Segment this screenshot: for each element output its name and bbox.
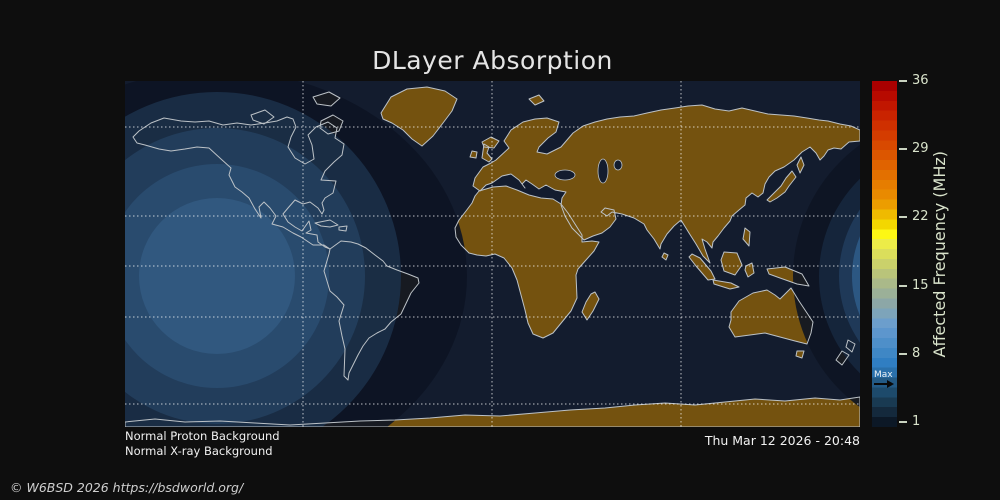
island-victoria-coastline [250, 109, 275, 125]
sea-caspian [597, 158, 609, 184]
map-canvas [125, 81, 860, 427]
tick-label: 36 [912, 73, 929, 89]
island-greenland-coastline [380, 86, 458, 147]
island-madagascar-coastline [581, 291, 600, 321]
island-greenland [381, 87, 457, 146]
continent-africa-coastline [454, 185, 600, 339]
page-title: DLayer Absorption [372, 46, 613, 75]
continent-antarctica [125, 397, 860, 427]
colorbar-ticks: 36 29 22 15 8 1 [872, 73, 932, 430]
island-borneo [721, 252, 742, 275]
absorption-contour [839, 209, 860, 343]
graticule-gridlines [125, 81, 860, 427]
continent-africa [455, 186, 599, 338]
island-ireland-coastline [469, 150, 478, 159]
island-sumatra [689, 254, 715, 280]
island-japan-coastline [766, 170, 797, 203]
island-madagascar [582, 292, 599, 320]
absorption-rings-wrapped [793, 144, 860, 408]
tick-dash [899, 80, 907, 82]
tick-label: 8 [912, 345, 921, 361]
copyright-notice: © W6BSD 2026 https://bsdworld.org/ [10, 480, 244, 495]
island-new-zealand-north-coastline [845, 339, 856, 353]
continent-antarctica-coastline [125, 396, 860, 427]
sea-aral [613, 159, 623, 171]
island-baffin-coastline [319, 114, 344, 135]
island-hispaniola-coastline [338, 225, 348, 232]
island-japan [767, 171, 796, 202]
absorption-rings [125, 81, 467, 427]
max-marker-arrow-icon [874, 380, 894, 389]
island-philippines [743, 228, 750, 246]
coastline-strokes [125, 86, 860, 427]
island-sulawesi-coastline [744, 262, 755, 278]
island-philippines-coastline [742, 227, 751, 247]
tick-dash [899, 216, 907, 219]
max-marker-label: Max [874, 370, 893, 381]
island-sakhalin-coastline [796, 156, 805, 174]
tick-label: 29 [912, 141, 929, 157]
proton-background-status: Normal Proton Background [125, 429, 280, 443]
island-ellesmere-coastline [312, 91, 341, 107]
map-timestamp: Thu Mar 12 2026 - 20:48 [704, 433, 860, 448]
absorption-contour [139, 198, 295, 354]
continent-south-america-coastline [323, 240, 420, 381]
continent-eurasia-coastline [472, 104, 860, 264]
world-map [125, 81, 860, 427]
island-cuba-coastline [314, 219, 339, 228]
sea-black-sea [554, 169, 576, 181]
tick-label: 1 [912, 414, 921, 430]
island-java [713, 280, 739, 289]
colorbar: Max [872, 81, 897, 427]
tick-dash [899, 352, 907, 355]
tick-label: 15 [912, 277, 929, 293]
tick-dash [899, 148, 907, 151]
continent-australia [729, 288, 813, 344]
xray-background-status: Normal X-ray Background [125, 444, 273, 458]
tick-label: 22 [912, 209, 929, 225]
island-sumatra-coastline [688, 253, 716, 281]
absorption-contour [852, 236, 860, 316]
island-tasmania-coastline [795, 350, 805, 359]
continent-australia-coastline [728, 287, 814, 345]
island-svalbard-coastline [528, 94, 545, 106]
island-new-zealand-south-coastline [835, 350, 850, 366]
tick-dash [899, 284, 907, 287]
colorbar-axis-label: Affected Frequency (MHz) [929, 150, 949, 358]
island-great-britain-coastline [481, 143, 493, 163]
tick-dash [899, 421, 907, 423]
island-java-coastline [712, 279, 740, 290]
island-borneo-coastline [720, 251, 743, 276]
island-sri-lanka-coastline [661, 252, 669, 261]
continent-north-america-coastline [132, 116, 345, 250]
island-new-guinea-coastline [766, 266, 810, 287]
island-sulawesi [745, 263, 754, 277]
